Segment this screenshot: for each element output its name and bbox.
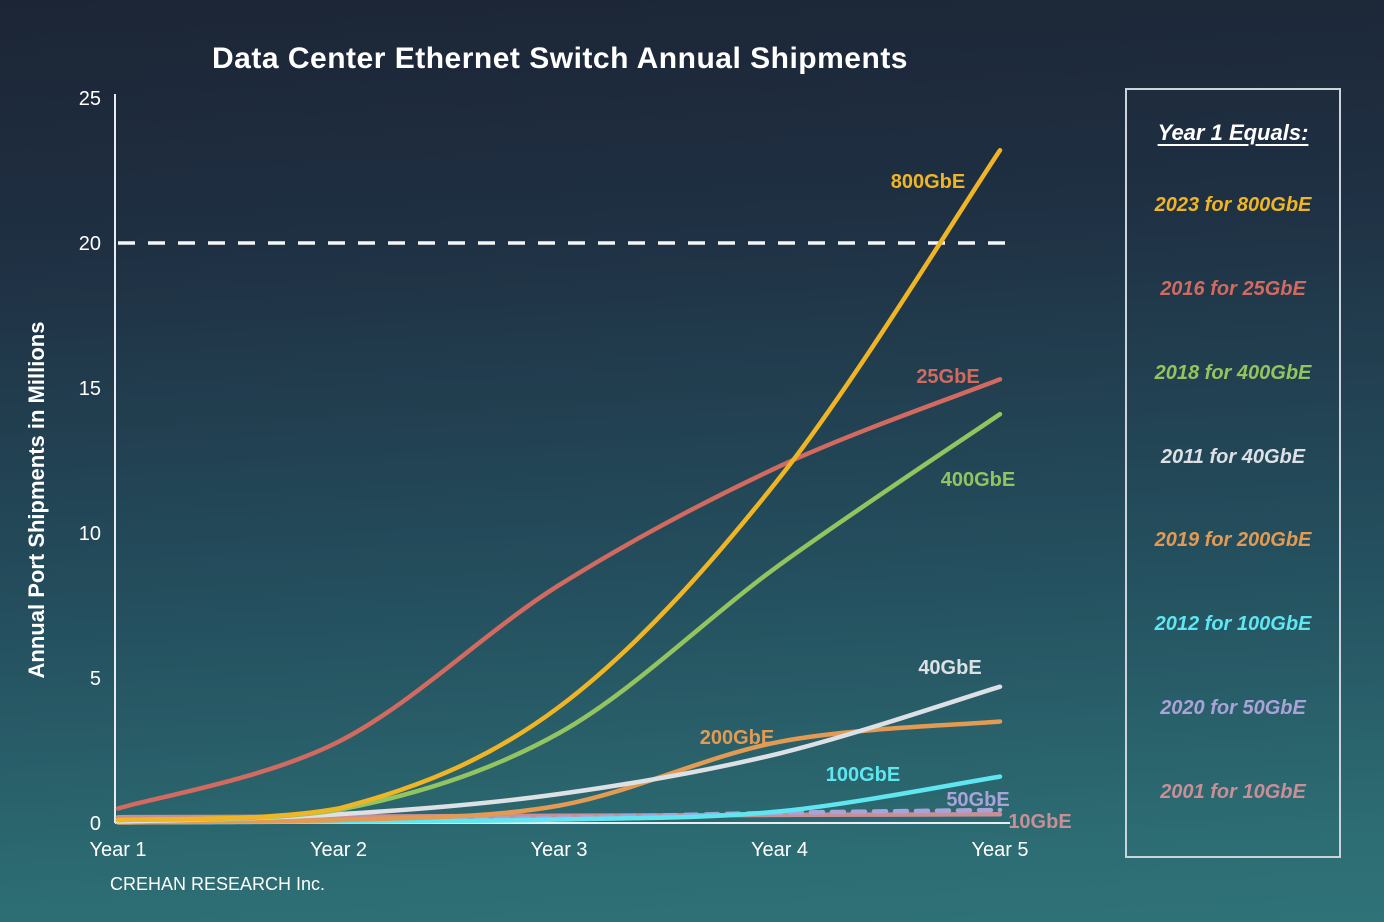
series-label-400gbe: 400GbE (941, 469, 1015, 491)
y-tick-label: 10 (79, 523, 101, 545)
x-tick-label: Year 3 (530, 839, 587, 861)
series-label-800gbe: 800GbE (891, 171, 965, 193)
series-label-200gbe: 200GbE (700, 727, 774, 749)
source-credit: CREHAN RESEARCH Inc. (110, 874, 326, 894)
legend-item: 2016 for 25GbE (1160, 278, 1306, 301)
series-line-800gbe (115, 147, 1003, 823)
y-tick-label: 5 (90, 668, 101, 690)
legend-item: 2012 for 100GbE (1154, 613, 1312, 636)
series-line-25gbe (115, 377, 1003, 811)
legend-item: 2023 for 800GbE (1154, 194, 1312, 217)
x-tick-label: Year 4 (751, 839, 808, 861)
legend-item: 2020 for 50GbE (1160, 696, 1306, 719)
x-tick-label: Year 5 (971, 839, 1028, 861)
x-tick-label: Year 2 (310, 839, 367, 861)
legend-heading: Year 1 Equals: (1157, 120, 1309, 145)
series-label-10gbe: 10GbE (1008, 811, 1071, 833)
chart-title: Data Center Ethernet Switch Annual Shipm… (212, 42, 908, 75)
y-tick-label: 20 (79, 233, 101, 255)
x-tick-label: Year 1 (89, 839, 146, 861)
series-label-40gbe: 40GbE (918, 657, 981, 679)
legend-box: Year 1 Equals: 2023 for 800GbE 2016 for 2… (1125, 88, 1341, 858)
y-tick-label: 15 (79, 378, 101, 400)
y-tick-label: 25 (79, 88, 101, 110)
legend-item: 2019 for 200GbE (1154, 529, 1312, 552)
legend-item: 2018 for 400GbE (1154, 361, 1312, 384)
legend-items: 2023 for 800GbE 2016 for 25GbE 2018 for 40… (1127, 146, 1339, 856)
series-label-25gbe: 25GbE (916, 366, 979, 388)
series-line-400gbe (115, 411, 1003, 823)
legend-item: 2011 for 40GbE (1160, 445, 1306, 468)
series-label-50gbe: 50GbE (946, 789, 1009, 811)
legend-item: 2001 for 10GbE (1160, 780, 1306, 803)
y-tick-label: 0 (90, 813, 101, 835)
series-label-100gbe: 100GbE (826, 764, 900, 786)
